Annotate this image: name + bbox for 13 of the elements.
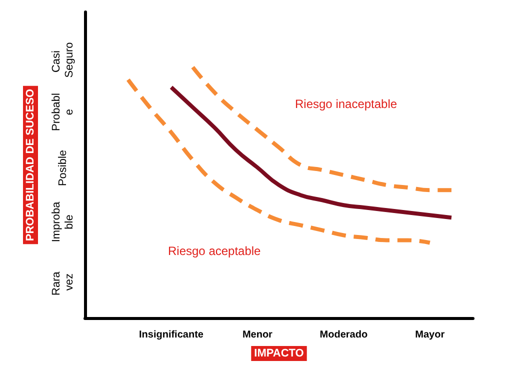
text: Casi Seguro [50, 42, 76, 78]
x-axis-title: IMPACTO [254, 348, 304, 360]
text: Improbable [50, 200, 76, 242]
x-tick-label: Menor [242, 330, 273, 340]
text: Posible [57, 150, 69, 186]
annotation: Riesgo aceptable [168, 244, 262, 258]
x-tick-label: Moderado [320, 330, 368, 340]
text: Probable [50, 93, 76, 131]
x-tick-label: Mayor [415, 330, 445, 340]
annotation: Riesgo inaceptable [295, 97, 398, 111]
text: Rara vez [50, 268, 76, 296]
y-axis-title: PROBABILIDAD DE SUCESO [24, 88, 36, 242]
x-tick-label: Insignificante [138, 330, 204, 340]
